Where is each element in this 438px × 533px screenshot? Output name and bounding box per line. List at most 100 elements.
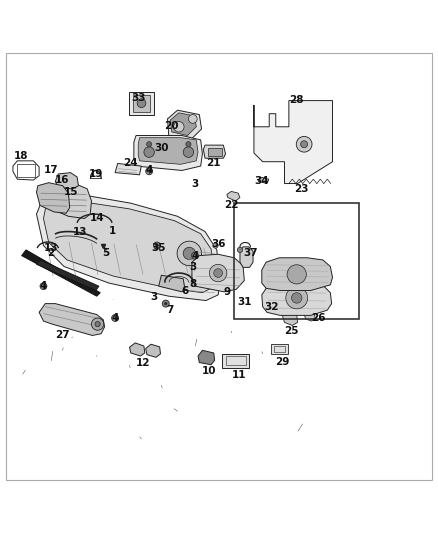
Circle shape — [214, 269, 223, 277]
Text: 13: 13 — [73, 227, 88, 237]
Polygon shape — [258, 177, 269, 183]
Circle shape — [286, 287, 307, 309]
Text: 34: 34 — [254, 176, 269, 187]
Text: 11: 11 — [231, 370, 246, 380]
Polygon shape — [138, 138, 198, 164]
Polygon shape — [39, 304, 105, 335]
Polygon shape — [36, 260, 99, 290]
Text: 35: 35 — [152, 243, 166, 253]
Text: 7: 7 — [166, 305, 174, 315]
Polygon shape — [272, 344, 288, 354]
Polygon shape — [130, 343, 145, 356]
Polygon shape — [192, 254, 244, 292]
Text: 30: 30 — [154, 143, 169, 153]
Text: 32: 32 — [264, 302, 279, 312]
Polygon shape — [134, 135, 202, 171]
Circle shape — [213, 243, 218, 248]
Polygon shape — [262, 283, 332, 316]
Text: 12: 12 — [135, 358, 150, 368]
Circle shape — [188, 115, 197, 123]
Text: 22: 22 — [224, 199, 238, 209]
Text: 3: 3 — [150, 292, 157, 302]
Polygon shape — [208, 148, 222, 156]
Text: 26: 26 — [311, 313, 326, 323]
Circle shape — [40, 282, 47, 289]
Polygon shape — [167, 110, 201, 140]
Text: 27: 27 — [55, 330, 70, 341]
Text: 5: 5 — [102, 248, 109, 259]
Text: 25: 25 — [284, 326, 298, 336]
Circle shape — [112, 314, 119, 321]
Text: 1: 1 — [109, 225, 116, 236]
Polygon shape — [240, 247, 253, 268]
Text: 4: 4 — [145, 165, 153, 175]
Circle shape — [177, 241, 201, 265]
Circle shape — [147, 142, 152, 147]
Polygon shape — [254, 101, 332, 183]
Polygon shape — [36, 193, 220, 301]
Polygon shape — [223, 354, 249, 368]
Circle shape — [95, 321, 100, 327]
Polygon shape — [159, 275, 185, 292]
Text: 3: 3 — [191, 180, 198, 189]
Circle shape — [196, 264, 203, 271]
Circle shape — [173, 122, 184, 132]
Circle shape — [146, 168, 152, 175]
Polygon shape — [36, 183, 70, 213]
Polygon shape — [170, 113, 196, 135]
Text: 36: 36 — [211, 239, 226, 249]
Polygon shape — [304, 309, 315, 321]
Text: 4: 4 — [111, 313, 119, 323]
Polygon shape — [283, 311, 297, 326]
Polygon shape — [133, 95, 150, 111]
Circle shape — [162, 300, 169, 307]
Text: 13: 13 — [44, 243, 58, 253]
Polygon shape — [115, 164, 141, 175]
Circle shape — [291, 293, 302, 303]
Text: 14: 14 — [89, 213, 104, 223]
Text: 23: 23 — [294, 184, 308, 194]
Polygon shape — [262, 258, 332, 290]
Text: 29: 29 — [275, 357, 290, 367]
Circle shape — [183, 247, 195, 260]
Text: 10: 10 — [202, 366, 217, 376]
Polygon shape — [52, 183, 92, 219]
Polygon shape — [203, 145, 226, 158]
Text: 17: 17 — [44, 165, 58, 175]
Polygon shape — [129, 92, 154, 115]
Circle shape — [287, 265, 306, 284]
Text: 33: 33 — [131, 93, 145, 103]
Text: 9: 9 — [223, 287, 230, 297]
Text: 4: 4 — [40, 281, 47, 291]
Polygon shape — [55, 173, 78, 189]
Circle shape — [237, 247, 243, 253]
Text: 16: 16 — [55, 175, 69, 185]
Circle shape — [183, 147, 194, 157]
Text: 31: 31 — [237, 297, 251, 308]
Circle shape — [209, 264, 227, 282]
Polygon shape — [21, 250, 100, 296]
Circle shape — [186, 142, 191, 147]
Circle shape — [296, 136, 312, 152]
Text: 37: 37 — [243, 247, 258, 257]
Polygon shape — [198, 350, 215, 365]
Text: 3: 3 — [189, 262, 196, 271]
Circle shape — [92, 318, 104, 330]
Circle shape — [300, 141, 307, 148]
Circle shape — [191, 252, 198, 259]
Text: 21: 21 — [206, 158, 221, 167]
Polygon shape — [146, 344, 160, 357]
Circle shape — [153, 242, 160, 249]
Text: 8: 8 — [189, 279, 196, 289]
Polygon shape — [43, 200, 214, 293]
Circle shape — [191, 260, 207, 275]
Circle shape — [137, 99, 146, 108]
Text: 4: 4 — [191, 251, 199, 261]
Circle shape — [164, 302, 167, 305]
Text: 6: 6 — [181, 286, 189, 295]
Text: 19: 19 — [88, 169, 103, 179]
Text: 20: 20 — [165, 121, 179, 131]
Text: 28: 28 — [290, 95, 304, 104]
Polygon shape — [227, 191, 240, 201]
Text: 24: 24 — [124, 158, 138, 167]
